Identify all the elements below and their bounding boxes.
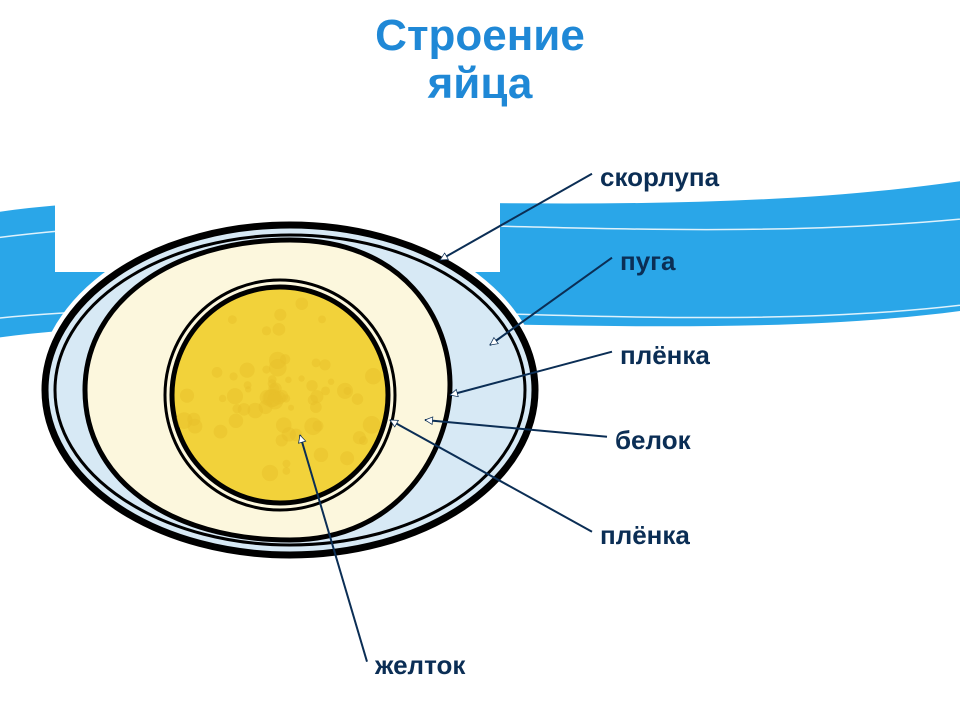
- label-membrane_inner: плёнка: [600, 520, 690, 551]
- diagram-stage: Строение яйца скорлупа пуга плёнка белок плё…: [0, 0, 960, 720]
- label-shell: скорлупа: [600, 162, 719, 193]
- label-air_cell: пуга: [620, 246, 675, 277]
- label-albumen: белок: [615, 425, 691, 456]
- label-membrane_outer: плёнка: [620, 340, 710, 371]
- label-yolk: желток: [375, 650, 465, 681]
- page-title: Строение яйца: [0, 12, 960, 109]
